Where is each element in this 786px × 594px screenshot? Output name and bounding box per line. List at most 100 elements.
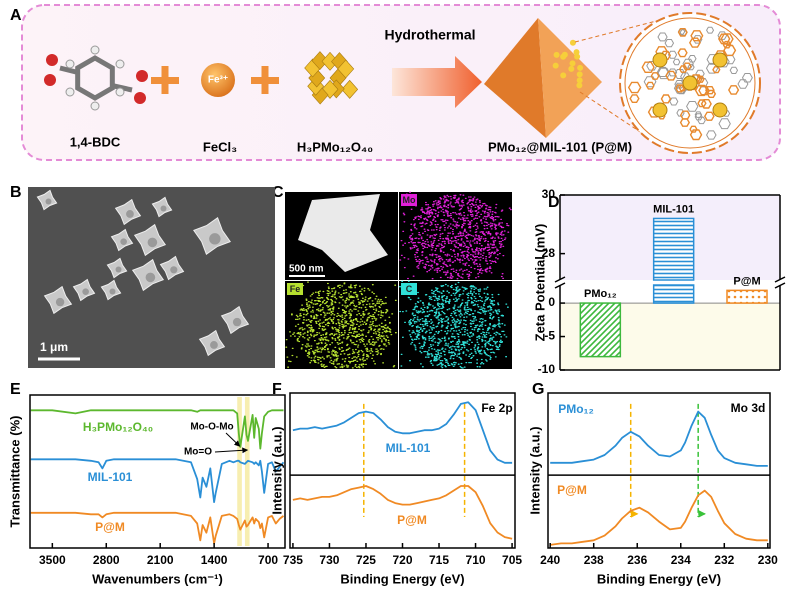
annotation-arrow xyxy=(225,432,241,447)
pom-dot xyxy=(574,53,581,60)
axis-break xyxy=(774,276,786,283)
series-label: PMo₁₂ xyxy=(558,402,594,416)
element-tag xyxy=(287,283,303,295)
x-tick-label: 705 xyxy=(502,553,522,567)
element-label: C xyxy=(406,284,413,294)
process-label: Hydrothermal xyxy=(384,27,475,43)
bar-label: PMo₁₂ xyxy=(584,288,617,300)
element-tag xyxy=(401,194,417,206)
x-tick-label: 236 xyxy=(627,553,647,567)
y-axis-title: Zeta Potential (mV) xyxy=(532,224,547,342)
particle-shade xyxy=(170,266,178,274)
bond xyxy=(113,83,133,93)
particle-shade xyxy=(145,272,156,283)
bar xyxy=(652,217,695,281)
pom-dot xyxy=(576,77,583,84)
pom-cage xyxy=(682,75,698,91)
y-tick-label: 30 xyxy=(542,187,556,201)
panel-label: B xyxy=(10,184,22,201)
particle-shade xyxy=(55,297,65,307)
y-axis-title: Transmittance (%) xyxy=(7,416,22,528)
panel-label: G xyxy=(532,381,544,398)
y-axis-title: Intensity (a.u.) xyxy=(527,426,542,514)
bar-label: P@M xyxy=(733,275,760,287)
particle-shade xyxy=(45,198,52,205)
pom-unit xyxy=(337,59,355,79)
zoom-line xyxy=(574,19,661,43)
x-tick-label: 240 xyxy=(540,553,560,567)
atom xyxy=(115,87,125,97)
x-axis-title: Wavenumbers (cm⁻¹) xyxy=(92,571,223,586)
product-label: PMo₁₂@MIL-101 (P@M) xyxy=(488,139,632,154)
element-map xyxy=(285,281,397,369)
pom-dot xyxy=(576,82,583,89)
y-tick-label: 0 xyxy=(548,295,555,309)
panel-title: Fe 2p xyxy=(481,401,512,415)
element-label: Mo xyxy=(403,195,416,205)
particle-shade xyxy=(147,237,158,248)
plus xyxy=(161,66,169,94)
panel-label: D xyxy=(548,194,560,211)
series-label: H₃PMo₁₂O₄₀ xyxy=(83,420,153,434)
series-label: MIL-101 xyxy=(88,470,133,484)
axis-break xyxy=(554,282,566,289)
pom-dot xyxy=(552,62,559,69)
panel-label: E xyxy=(10,381,21,398)
particle-shade xyxy=(209,233,221,245)
pom-cage xyxy=(652,102,668,118)
y-axis-title: Intensity (a.u.) xyxy=(269,426,284,514)
pom-dot xyxy=(553,51,560,58)
pom-dot xyxy=(573,49,580,56)
axis-break xyxy=(774,282,786,289)
series-label: P@M xyxy=(397,513,427,527)
spectrum-line xyxy=(550,410,768,467)
spectrum-line xyxy=(292,485,513,540)
x-tick-label: 735 xyxy=(283,553,303,567)
atom xyxy=(90,101,100,111)
atom xyxy=(90,45,100,55)
pom-cage xyxy=(712,102,728,118)
scale-label: 500 nm xyxy=(289,264,324,275)
x-axis-title: Binding Energy (eV) xyxy=(597,571,721,586)
pom-dot xyxy=(561,51,568,58)
tem-particle xyxy=(298,194,388,272)
mof-face-left xyxy=(484,18,546,138)
particle-shade xyxy=(109,288,116,295)
fe-ion xyxy=(201,63,235,97)
x-axis-title: Binding Energy (eV) xyxy=(340,571,464,586)
x-tick-label: 2800 xyxy=(93,553,120,567)
bar-label: MIL-101 xyxy=(653,203,694,215)
pom-dot xyxy=(560,72,567,79)
axis-break xyxy=(554,276,566,283)
element-label: Fe xyxy=(290,284,301,294)
x-tick-label: 720 xyxy=(392,553,412,567)
series-label: MIL-101 xyxy=(386,441,431,455)
particle-shade xyxy=(82,288,89,295)
panel-label: F xyxy=(272,381,282,398)
element-tag xyxy=(401,283,417,295)
x-tick-label: 232 xyxy=(714,553,734,567)
particle-shade xyxy=(120,238,127,245)
y-tick-label: 28 xyxy=(542,246,556,260)
spectrum-line xyxy=(30,511,285,545)
zoom-circle-inner xyxy=(624,17,756,149)
element-map xyxy=(399,280,509,369)
process-arrow xyxy=(392,56,482,108)
mof-face-right xyxy=(538,18,602,138)
series-label: P@M xyxy=(557,483,587,497)
pom-cage xyxy=(652,52,668,68)
plot-frame xyxy=(547,392,771,549)
plus xyxy=(261,66,269,94)
reagent-label: FeCl₃ xyxy=(203,139,237,154)
x-tick-label: 725 xyxy=(356,553,376,567)
x-tick-label: 234 xyxy=(671,553,691,567)
pom-dot xyxy=(568,65,575,72)
highlight-band xyxy=(244,397,250,546)
oxygen-atom xyxy=(134,92,146,104)
highlight-band xyxy=(237,397,242,546)
panel-title: Mo 3d xyxy=(731,401,766,415)
spectrum-line xyxy=(550,489,768,546)
scale-label: 1 μm xyxy=(40,340,68,354)
pom-dot xyxy=(577,64,584,71)
